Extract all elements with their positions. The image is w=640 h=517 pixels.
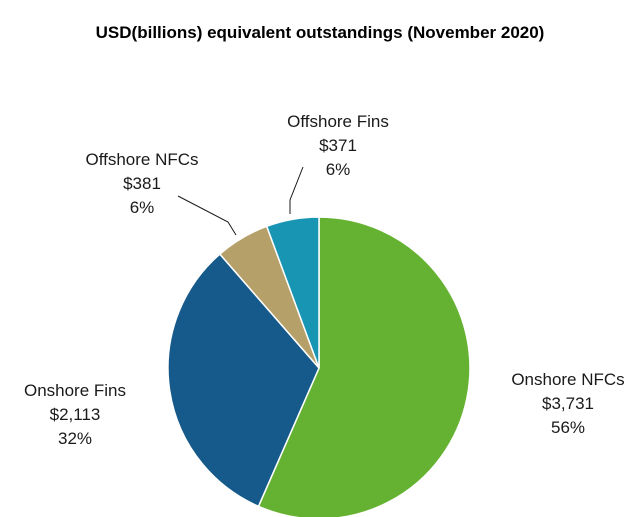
pie-slice-onshore-fins (167, 253, 320, 508)
slice-label-percent-offshore-fins: 6% (326, 160, 351, 179)
slice-labels: Onshore NFCs $3,731 56% Onshore Fins $2,113 3… (24, 112, 625, 448)
leader-line-offshore-fins (289, 166, 304, 214)
slice-label-name-onshore-fins: Onshore Fins (24, 381, 126, 400)
slice-label-value-onshore-fins: $2,113 (50, 405, 101, 424)
slice-label-percent-onshore-nfcs: 56% (551, 418, 585, 437)
slice-label-value-onshore-nfcs: $3,731 (542, 394, 594, 413)
slice-label-percent-onshore-fins: 32% (58, 429, 92, 448)
slice-label-name-offshore-fins: Offshore Fins (287, 112, 389, 131)
slice-label-value-offshore-fins: $371 (319, 136, 357, 155)
slice-label-percent-offshore-nfcs: 6% (130, 198, 155, 217)
slice-label-name-offshore-nfcs: Offshore NFCs (85, 150, 198, 169)
pie-slices (167, 216, 471, 517)
leader-line-offshore-nfcs (177, 195, 237, 236)
chart-title: USD(billions) equivalent outstandings (N… (96, 23, 545, 42)
slice-label-name-onshore-nfcs: Onshore NFCs (511, 370, 624, 389)
pie-slice-onshore-nfcs (257, 216, 471, 517)
slice-label-value-offshore-nfcs: $381 (123, 174, 161, 193)
pie-slice-offshore-fins (265, 216, 320, 369)
